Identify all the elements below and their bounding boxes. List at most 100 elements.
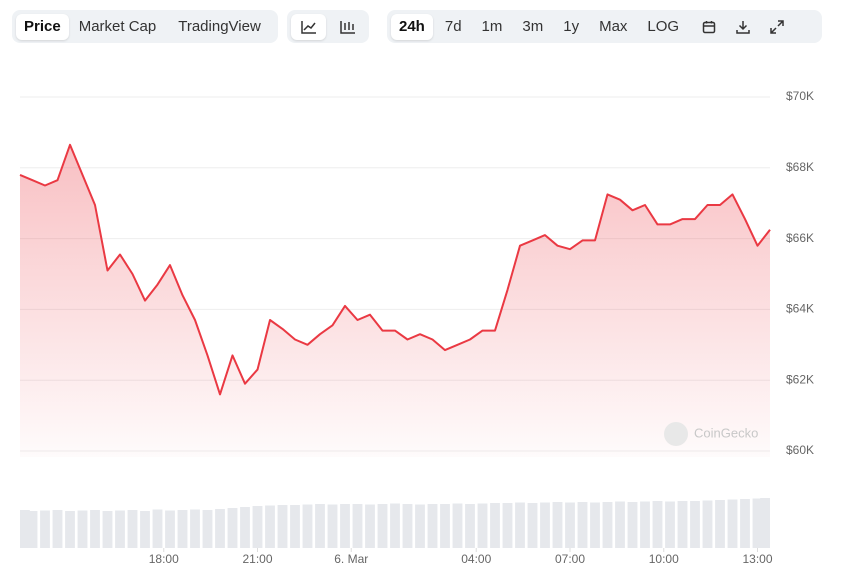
volume-bar xyxy=(277,505,288,548)
volume-bar xyxy=(727,499,738,548)
x-tick-label: 10:00 xyxy=(649,552,679,566)
volume-bar xyxy=(27,511,38,548)
volume-bar xyxy=(252,506,263,548)
volume-bar xyxy=(365,504,375,548)
calendar-button[interactable] xyxy=(693,14,725,40)
volume-bar xyxy=(615,501,625,548)
x-tick-label: 04:00 xyxy=(461,552,491,566)
tab-button[interactable]: Market Cap xyxy=(78,17,157,35)
download-icon xyxy=(736,20,750,34)
volume-bar xyxy=(202,510,213,548)
volume-bar xyxy=(265,505,275,548)
calendar-icon xyxy=(702,20,716,33)
candle-icon xyxy=(339,20,355,34)
volume-bar xyxy=(427,504,438,548)
volume-bar xyxy=(127,510,138,548)
volume-bar xyxy=(627,502,638,548)
volume-bar xyxy=(640,501,650,548)
volume-bar xyxy=(477,503,488,548)
volume-bar xyxy=(402,504,413,548)
expand-icon xyxy=(770,19,784,34)
volume-bar xyxy=(465,504,475,548)
volume-bar xyxy=(740,499,750,548)
volume-bar xyxy=(20,510,30,548)
volume-bar xyxy=(540,502,550,548)
range-button[interactable]: 1m xyxy=(481,17,503,35)
volume-bar xyxy=(490,503,500,548)
volume-bar xyxy=(102,511,113,548)
range-button[interactable]: 24h xyxy=(391,13,433,40)
x-tick-label: 21:00 xyxy=(242,552,272,566)
watermark: CoinGecko xyxy=(694,425,758,440)
x-tick-label: 13:00 xyxy=(742,552,772,566)
volume-bar xyxy=(290,505,300,548)
range-button[interactable]: Max xyxy=(599,17,628,35)
volume-bar xyxy=(352,504,363,548)
volume-bar xyxy=(715,500,725,548)
chart-style-group xyxy=(287,10,369,43)
volume-bar xyxy=(760,498,770,548)
volume-bar xyxy=(90,510,100,548)
plot xyxy=(19,143,771,458)
candle-chart-button[interactable] xyxy=(330,14,365,40)
range-group: 24h 7d 1m 3m 1y Max LOG xyxy=(387,10,822,43)
watermark-logo xyxy=(664,422,688,446)
tab-button[interactable]: TradingView xyxy=(178,17,261,35)
volume-bar xyxy=(552,502,563,548)
volume-bar xyxy=(752,498,763,548)
volume-bar xyxy=(377,504,388,548)
y-tick-label: $64K xyxy=(786,302,814,316)
volume-bar xyxy=(665,501,675,548)
volume-bar xyxy=(140,511,150,548)
volume-bar xyxy=(702,500,713,548)
volume-bar xyxy=(590,502,600,548)
x-tick-label: 18:00 xyxy=(149,552,179,566)
volume-bar xyxy=(327,504,338,548)
volume-bar xyxy=(65,511,75,548)
line-chart-button[interactable] xyxy=(291,13,326,40)
volume-bar xyxy=(52,510,63,548)
volume-bar xyxy=(302,504,313,548)
volume-bar xyxy=(652,501,663,548)
volume-bar xyxy=(115,510,125,548)
volume-bar xyxy=(565,502,575,548)
volume-bar xyxy=(315,504,325,548)
range-button[interactable]: 1y xyxy=(563,17,580,35)
volume-bar xyxy=(77,510,88,548)
x-tick-label: 6. Mar xyxy=(334,552,368,566)
volume-bar xyxy=(240,507,250,548)
chart-tabs: Price Market Cap TradingView xyxy=(12,10,278,43)
price-line xyxy=(19,143,771,396)
x-tick-label: 07:00 xyxy=(555,552,585,566)
volume-bar xyxy=(165,510,175,548)
volume-bar xyxy=(690,501,700,548)
volume-bar xyxy=(177,510,188,548)
y-tick-label: $68K xyxy=(786,160,814,174)
fullscreen-button[interactable] xyxy=(761,14,793,40)
range-button[interactable]: LOG xyxy=(647,17,680,35)
price-area xyxy=(20,144,770,458)
range-button[interactable]: 3m xyxy=(522,17,544,35)
volume-bar xyxy=(502,503,513,548)
volume-bar xyxy=(227,508,238,548)
volume-bar xyxy=(515,502,525,548)
volume-bar xyxy=(452,503,463,548)
line-icon xyxy=(300,20,316,34)
volume-bar xyxy=(190,509,200,548)
volume-bar xyxy=(390,503,400,548)
y-tick-label: $70K xyxy=(786,89,814,103)
volume-bar xyxy=(577,502,588,548)
download-button[interactable] xyxy=(727,14,759,40)
volume-bar xyxy=(215,509,225,548)
volume-bar xyxy=(677,501,688,548)
volume-bar xyxy=(152,509,163,548)
volume-bar xyxy=(440,504,450,548)
tab-button[interactable]: Price xyxy=(16,13,69,40)
volume-bars xyxy=(20,498,770,548)
range-button[interactable]: 7d xyxy=(444,17,462,35)
y-tick-label: $60K xyxy=(786,443,814,457)
volume-bar xyxy=(602,502,613,548)
volume-bar xyxy=(527,503,538,548)
